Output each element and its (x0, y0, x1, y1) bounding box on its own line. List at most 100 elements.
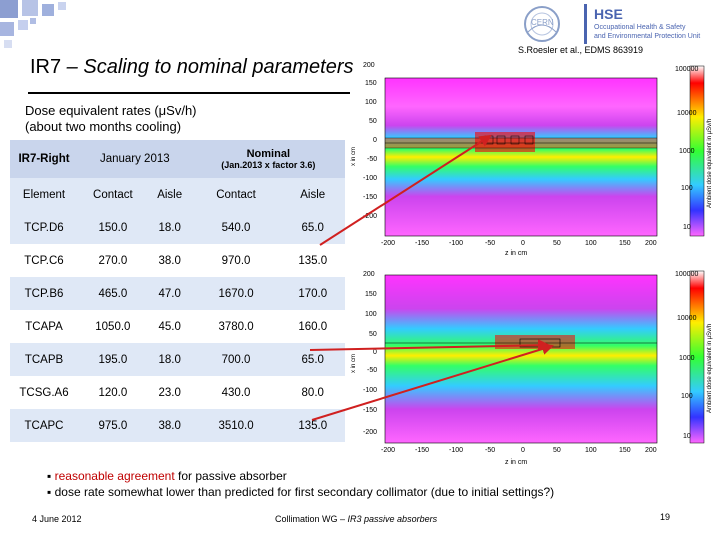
ytick: 0 (373, 349, 377, 356)
ytick: -150 (363, 407, 378, 414)
cell: 47.0 (158, 287, 181, 300)
bullet-1-rest: for passive absorber (174, 469, 287, 483)
table-subheader-row: Element Contact Aisle Contact Aisle (10, 178, 345, 211)
ytick: -50 (367, 367, 378, 374)
hse-logo-sub2: and Environmental Protection Unit (594, 33, 701, 40)
cell: 45.0 (158, 320, 181, 333)
cell: 135.0 (298, 254, 328, 267)
xtick: 50 (553, 447, 561, 454)
table-row: TCAPB 195.0 18.0 700.0 65.0 (10, 343, 345, 376)
dose-map-bottom-svg (384, 270, 705, 444)
cell: TCAPB (24, 353, 64, 366)
ytick: -100 (363, 175, 378, 182)
xtick: -50 (485, 447, 496, 454)
xtick: 50 (553, 240, 561, 247)
cell: 38.0 (158, 419, 181, 432)
cell: 80.0 (301, 386, 324, 399)
ytick: -50 (367, 156, 378, 163)
ytick: 50 (369, 118, 377, 125)
cell: TCSG.A6 (19, 386, 69, 399)
slide-title-main: IR7 (30, 56, 62, 78)
cell: 700.0 (221, 353, 251, 366)
col-contact: Contact (93, 188, 133, 201)
cell: 3510.0 (218, 419, 254, 432)
cell: TCAPA (25, 320, 63, 333)
ytick: 200 (363, 62, 375, 69)
dose-map-bottom: 200 150 100 50 0 -50 -100 -150 -200 -200… (345, 263, 715, 473)
cell: TCP.D6 (24, 221, 64, 234)
cell: 1050.0 (95, 320, 131, 333)
ytick: 200 (363, 271, 375, 278)
heatmap-bottom (385, 275, 657, 443)
reference: S.Roesler et al., EDMS 863919 (518, 45, 644, 55)
cern-logo-icon (524, 6, 560, 42)
table-row: TCSG.A6 120.0 23.0 430.0 80.0 (10, 376, 345, 409)
colorbar-bottom (689, 270, 705, 444)
xtick: -200 (381, 447, 396, 454)
footer-date: 4 June 2012 (32, 514, 82, 524)
ytick: 0 (373, 137, 377, 144)
cell: 170.0 (298, 287, 328, 300)
cbar-tick: 10000 (677, 110, 697, 117)
hse-bar-icon (584, 4, 587, 44)
cbar-tick: 10000 (677, 315, 697, 322)
ytick: -200 (363, 213, 378, 220)
xtick: -50 (485, 240, 496, 247)
ytick: -200 (363, 429, 378, 436)
cell: 160.0 (298, 320, 328, 333)
title-underline (28, 92, 350, 94)
xtick: -100 (449, 447, 464, 454)
xtick: 150 (619, 240, 631, 247)
table-row: TCP.D6 150.0 18.0 540.0 65.0 (10, 211, 345, 244)
ytick: 100 (365, 99, 377, 106)
xlabel: z in cm (505, 459, 528, 466)
cell: 135.0 (298, 419, 328, 432)
hse-logo-sub1: Occupational Health & Safety (594, 24, 686, 31)
ytick: 50 (369, 331, 377, 338)
subtitle-line2: (about two months cooling) (25, 119, 182, 134)
cbar-tick: 100000 (675, 271, 699, 278)
footer-center-a: Collimation WG – (275, 514, 348, 524)
bullet-2: ▪ dose rate somewhat lower than predicte… (47, 485, 555, 499)
page-number: 19 (660, 512, 671, 522)
xtick: -200 (381, 240, 396, 247)
header-january-2013: January 2013 (99, 153, 170, 165)
cell: 540.0 (221, 221, 251, 234)
xtick: -150 (415, 447, 430, 454)
cell: TCAPC (24, 419, 64, 432)
slide-title: IR7 – Scaling to nominal parameters (30, 56, 354, 79)
xtick: 100 (585, 240, 597, 247)
header-nominal-title: Nominal (246, 148, 291, 160)
hse-logo-title: HSE (594, 6, 623, 22)
subtitle: Dose equivalent rates (μSv/h) (about two… (25, 103, 197, 135)
cbar-tick: 1000 (679, 355, 695, 362)
cell: 465.0 (98, 287, 128, 300)
xtick: 200 (645, 447, 657, 454)
cell: 975.0 (98, 419, 128, 432)
bullet-list: ▪ reasonable agreement for passive absor… (47, 468, 554, 500)
cell: 195.0 (98, 353, 128, 366)
arrow-tcapa (309, 339, 550, 352)
hse-logo: HSE Occupational Health & Safety and Env… (584, 4, 708, 44)
table-row: TCAPA 1050.0 45.0 3780.0 160.0 (10, 310, 345, 343)
heatmap-top (385, 78, 657, 236)
cbar-tick: 100 (681, 393, 693, 400)
cell: 150.0 (98, 221, 128, 234)
bullet-1: ▪ reasonable agreement for passive absor… (47, 469, 287, 483)
cell: 18.0 (158, 221, 181, 234)
header-nominal-sub: (Jan.2013 x factor 3.6) (221, 160, 316, 170)
table-header-row: IR7-Right January 2013 Nominal (Jan.2013… (10, 140, 345, 178)
cell: TCP.C6 (24, 254, 64, 267)
slide-title-rest: – Scaling to nominal parameters (61, 56, 354, 78)
cbar-tick: 100000 (675, 66, 699, 73)
cell: 65.0 (301, 221, 324, 234)
ytick: -150 (363, 194, 378, 201)
cell: 120.0 (98, 386, 128, 399)
cbar-tick: 10 (683, 224, 691, 231)
cell: 38.0 (158, 254, 181, 267)
xtick: 200 (645, 240, 657, 247)
cell: 270.0 (98, 254, 128, 267)
cell: 23.0 (158, 386, 181, 399)
xtick: 0 (521, 447, 525, 454)
